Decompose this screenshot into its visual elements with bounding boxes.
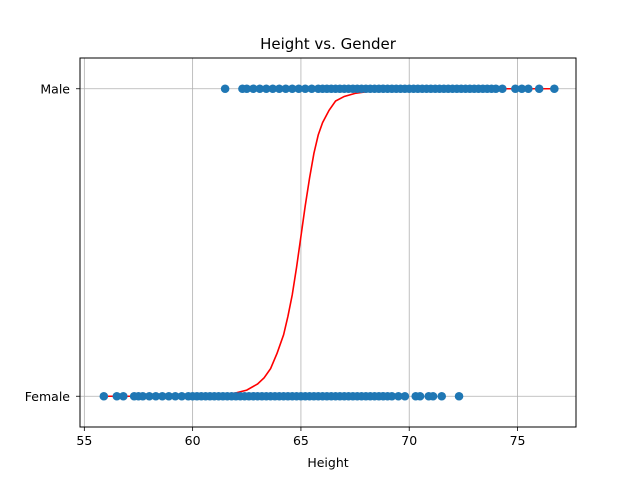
chart-title: Height vs. Gender <box>260 35 397 53</box>
scatter-point <box>177 391 187 401</box>
scatter-point <box>145 391 154 401</box>
scatter-point <box>171 391 180 401</box>
scatter-point <box>454 391 464 401</box>
scatter-point <box>415 391 425 401</box>
scatter-point <box>151 391 161 401</box>
scatter-point <box>307 84 317 94</box>
scatter-point <box>255 84 265 94</box>
scatter-point <box>524 84 533 94</box>
scatter-point <box>220 84 230 94</box>
scatter-point <box>428 391 438 401</box>
scatter-point <box>491 84 501 94</box>
plot-frame <box>79 57 577 428</box>
scatter-point <box>248 84 258 94</box>
scatter-point <box>119 391 128 401</box>
scatter-point <box>242 84 252 94</box>
x-tick-label: 70 <box>401 433 417 448</box>
x-tick-label: 60 <box>185 433 201 448</box>
scatter-point <box>511 84 520 94</box>
axis-ticks: 55 60 65 70 75 Female Male <box>25 81 526 448</box>
scatter-point <box>294 84 304 94</box>
scatter-points-layer <box>99 84 559 401</box>
scatter-point <box>99 391 109 401</box>
scatter-point <box>387 391 397 401</box>
scatter-point <box>437 391 447 401</box>
y-tick-label: Male <box>40 81 70 96</box>
scatter-point <box>164 391 174 401</box>
x-tick-label: 55 <box>76 433 92 448</box>
scatter-point <box>261 84 271 94</box>
scatter-point <box>300 84 310 94</box>
scatter-point <box>534 84 544 94</box>
scatter-point <box>138 391 148 401</box>
scatter-point <box>268 84 278 94</box>
scatter-point <box>498 84 507 94</box>
scatter-point <box>274 84 284 94</box>
scatter-point <box>517 84 527 94</box>
x-tick-label: 75 <box>510 433 526 448</box>
scatter-point <box>281 84 291 94</box>
scatter-point <box>287 84 297 94</box>
scatter-point <box>112 391 122 401</box>
scatter-point <box>158 391 167 401</box>
scatter-point <box>550 84 559 94</box>
scatter-point <box>394 391 403 401</box>
x-tick-label: 65 <box>293 433 309 448</box>
x-axis-label: Height <box>307 455 348 470</box>
y-tick-label: Female <box>25 389 71 404</box>
scatter-point <box>400 391 410 401</box>
